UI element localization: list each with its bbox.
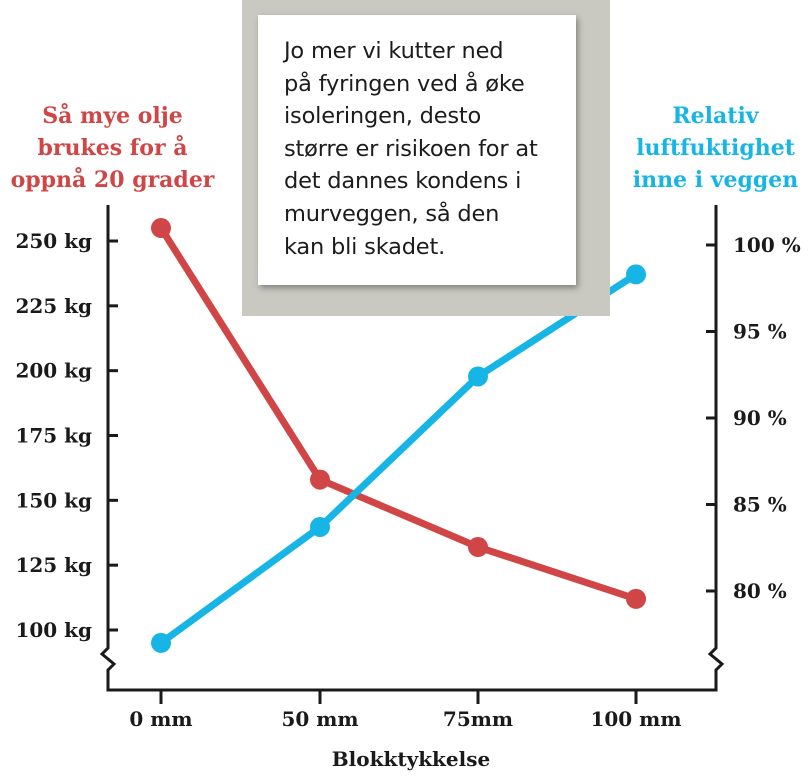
annotation-note: Jo mer vi kutter ned på fyringen ved å ø… <box>258 15 576 285</box>
left-tick-label: 100 kg <box>15 618 92 642</box>
left-tick-label: 175 kg <box>15 424 92 448</box>
note-line: murveggen, så den <box>284 200 500 227</box>
x-tick-label: 0 mm <box>129 707 192 731</box>
left-tick-label: 250 kg <box>15 229 92 253</box>
left-tick-label: 200 kg <box>15 359 92 383</box>
note-line: isoleringen, desto <box>284 103 482 130</box>
left-axis-ticks: 250 kg 225 kg 200 kg 175 kg 150 kg 125 kg 100 … <box>15 229 118 642</box>
note-line: Jo mer vi kutter ned <box>284 38 504 64</box>
humidity-data-point <box>310 516 330 537</box>
note-line: kan bli skadet. <box>284 233 446 260</box>
x-tick-label: 50 mm <box>281 707 358 731</box>
axis-frame <box>99 205 725 692</box>
right-tick-label: 95 % <box>733 320 787 344</box>
right-axis-title-line: Relativ <box>672 103 759 129</box>
left-axis-title-line: oppnå 20 grader <box>10 167 215 193</box>
humidity-data-point <box>468 366 488 387</box>
chart-axes <box>99 205 725 692</box>
right-axis-title: Relativ luftfuktighet inne i veggen <box>622 100 809 196</box>
oil-series-line <box>157 224 640 603</box>
right-axis-title-line: luftfuktighet <box>636 135 795 161</box>
oil-data-point <box>626 588 646 609</box>
x-tick-label: 75mm <box>443 707 513 731</box>
left-axis-title: Så mye olje brukes for å oppnå 20 grader <box>0 100 225 196</box>
right-tick-label: 90 % <box>733 406 787 430</box>
left-axis-title-line: Så mye olje <box>42 103 183 129</box>
note-line: det dannes kondens i <box>284 168 522 195</box>
humidity-data-point <box>151 632 171 653</box>
note-line: større er risikoen for at <box>284 135 538 162</box>
left-tick-label: 125 kg <box>15 553 92 577</box>
left-tick-label: 225 kg <box>15 294 92 318</box>
humidity-data-point <box>626 264 646 285</box>
note-line: på fyringen ved å øke <box>284 70 525 97</box>
x-axis-ticks: 0 mm 50 mm 75mm 100 mm <box>129 690 682 731</box>
humidity-series-line <box>157 270 640 647</box>
series-layer <box>151 218 646 653</box>
oil-data-point <box>310 469 330 490</box>
x-axis-title: Blokktykkelse <box>332 747 490 771</box>
right-axis-title-line: inne i veggen <box>632 167 799 193</box>
right-tick-label: 100 % <box>733 233 801 257</box>
oil-data-point <box>151 218 171 239</box>
right-tick-label: 85 % <box>733 493 787 517</box>
left-axis-title-line: brukes for å <box>37 135 188 161</box>
x-tick-label: 100 mm <box>590 707 681 731</box>
right-tick-label: 80 % <box>733 579 787 603</box>
left-tick-label: 150 kg <box>15 488 92 512</box>
right-axis-ticks: 100 % 95 % 90 % 85 % 80 % <box>706 233 801 603</box>
oil-data-point <box>468 537 488 558</box>
